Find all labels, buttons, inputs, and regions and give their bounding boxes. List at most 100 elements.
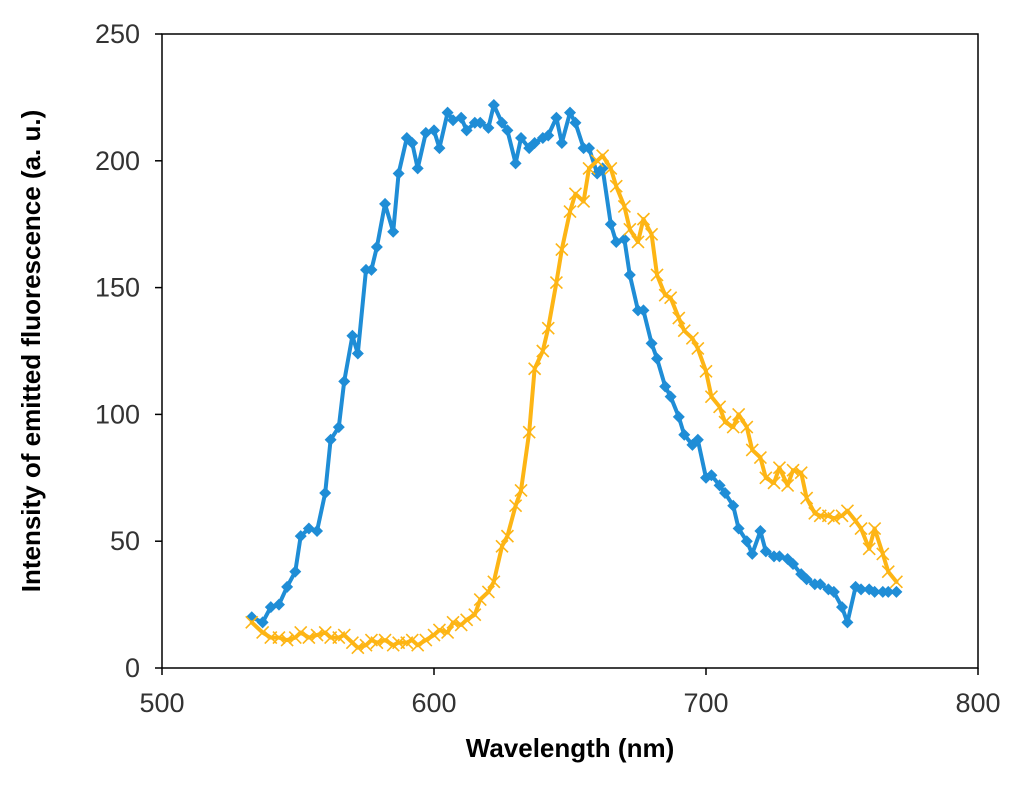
- data-point-blue: [732, 522, 745, 535]
- data-point-blue: [604, 218, 617, 231]
- data-point-blue: [868, 585, 881, 598]
- data-point-blue: [678, 428, 691, 441]
- data-point-blue: [365, 263, 378, 276]
- data-point-blue: [637, 304, 650, 317]
- data-point-blue: [272, 598, 285, 611]
- data-point-orange: [495, 539, 509, 553]
- data-point-orange: [432, 623, 447, 637]
- data-point-orange: [631, 235, 645, 249]
- data-point-blue: [855, 583, 868, 596]
- data-point-blue: [659, 380, 672, 393]
- data-point-orange: [596, 149, 610, 163]
- y-tick-label: 0: [125, 653, 140, 683]
- x-tick-label: 700: [683, 688, 728, 718]
- data-point-orange: [446, 615, 460, 629]
- data-point-orange: [378, 633, 392, 647]
- data-point-orange: [889, 575, 903, 589]
- data-point-orange: [528, 362, 542, 376]
- x-axis-title: Wavelength (nm): [466, 733, 674, 763]
- data-point-blue: [569, 116, 582, 129]
- data-point-orange: [732, 407, 746, 421]
- y-axis-title: Intensity of emitted fluorescence (a. u.…: [16, 110, 46, 593]
- data-point-blue: [428, 124, 440, 137]
- data-point-blue: [501, 124, 514, 137]
- data-point-blue: [651, 352, 664, 365]
- data-point-blue: [542, 129, 555, 142]
- data-point-orange: [609, 179, 623, 193]
- data-point-orange: [272, 631, 286, 645]
- data-point-blue: [719, 487, 732, 500]
- data-point-blue: [645, 337, 658, 350]
- data-point-orange: [468, 608, 482, 622]
- data-point-blue: [528, 137, 541, 150]
- data-point-blue: [841, 616, 854, 629]
- y-tick-label: 150: [95, 273, 140, 303]
- data-point-orange: [827, 511, 841, 525]
- data-point-blue: [441, 106, 454, 119]
- data-point-blue: [623, 268, 636, 281]
- data-point-orange: [672, 311, 686, 325]
- data-point-blue: [338, 375, 351, 388]
- data-point-orange: [650, 268, 664, 282]
- series-blue: [245, 99, 903, 629]
- data-point-orange: [636, 212, 651, 226]
- series-orange: [245, 149, 903, 655]
- data-point-blue: [319, 487, 332, 500]
- data-point-blue: [814, 578, 827, 591]
- data-point-blue: [392, 167, 405, 180]
- data-point-blue: [515, 131, 528, 144]
- data-point-orange: [441, 625, 455, 640]
- data-point-orange: [481, 585, 495, 599]
- plot-area: [161, 33, 979, 669]
- data-point-orange: [419, 633, 433, 647]
- data-point-orange: [849, 514, 863, 528]
- data-point-orange: [718, 415, 732, 429]
- y-axis: 0 50 100 150 200 250: [95, 19, 162, 683]
- data-point-orange: [704, 390, 719, 404]
- data-point-orange: [664, 291, 678, 305]
- data-point-blue: [474, 116, 487, 129]
- data-point-blue: [564, 106, 576, 119]
- data-point-blue: [727, 499, 740, 512]
- y-tick-label: 50: [110, 526, 140, 556]
- x-axis: 500 600 700 800: [139, 668, 1001, 718]
- x-tick-label: 500: [139, 688, 184, 718]
- data-point-blue: [890, 585, 903, 598]
- data-point-orange: [685, 331, 699, 345]
- data-point-blue: [759, 545, 772, 558]
- data-point-orange: [753, 450, 767, 465]
- data-point-blue: [618, 233, 631, 246]
- data-point-blue: [370, 241, 383, 254]
- data-point-blue: [294, 530, 307, 543]
- data-point-blue: [672, 410, 685, 423]
- data-point-orange: [555, 242, 569, 257]
- data-point-blue: [332, 421, 345, 434]
- data-point-blue: [460, 124, 473, 137]
- data-point-blue: [596, 162, 609, 175]
- data-point-blue: [406, 137, 419, 150]
- data-point-orange: [759, 471, 773, 485]
- data-point-orange: [840, 504, 855, 518]
- data-point-orange: [699, 364, 713, 378]
- data-point-orange: [549, 275, 563, 290]
- data-point-blue: [664, 390, 677, 403]
- x-tick-label: 800: [955, 688, 1000, 718]
- data-point-orange: [460, 613, 474, 627]
- data-point-blue: [509, 157, 522, 170]
- data-point-blue: [754, 525, 767, 538]
- data-point-blue: [311, 525, 324, 538]
- data-point-blue: [836, 601, 848, 614]
- data-point-orange: [726, 420, 740, 434]
- data-point-blue: [583, 142, 596, 155]
- data-point-blue: [882, 585, 895, 598]
- data-point-orange: [411, 638, 425, 652]
- data-point-blue: [827, 585, 840, 598]
- data-point-orange: [740, 420, 754, 434]
- data-point-orange: [522, 425, 536, 439]
- data-point-orange: [351, 641, 365, 655]
- data-point-blue: [787, 558, 800, 571]
- data-point-blue: [800, 573, 813, 586]
- data-point-orange: [881, 565, 895, 579]
- data-point-blue: [324, 433, 337, 446]
